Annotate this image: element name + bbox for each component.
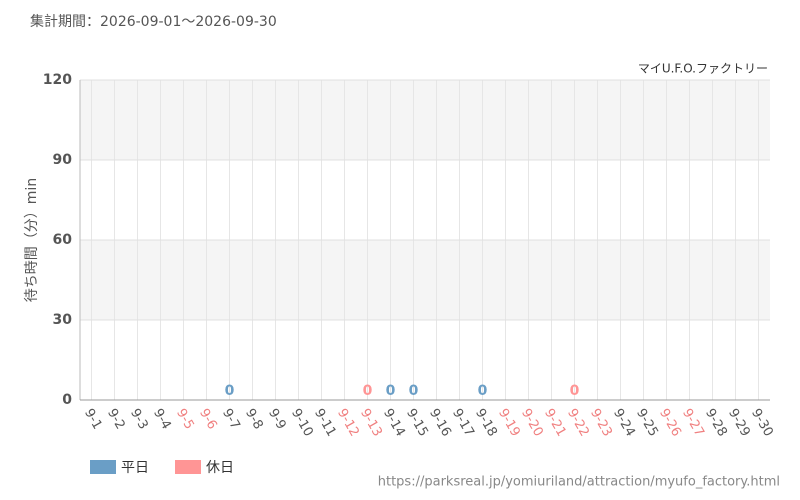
y-tick-label: 60: [53, 232, 73, 248]
data-label: 0: [386, 383, 396, 399]
x-tick-label: 9-17: [449, 406, 477, 439]
x-tick-label: 9-29: [725, 406, 753, 439]
legend-label: 休日: [206, 460, 234, 476]
y-tick-label: 0: [62, 392, 72, 408]
x-tick-label: 9-26: [656, 406, 684, 439]
x-tick-label: 9-2: [104, 406, 128, 432]
legend-label: 平日: [121, 460, 149, 476]
x-tick-label: 9-12: [334, 406, 362, 439]
x-tick-label: 9-13: [357, 406, 385, 439]
x-tick-label: 9-9: [265, 406, 289, 432]
y-tick-label: 90: [53, 152, 73, 168]
legend-swatch: [90, 460, 116, 474]
data-label: 0: [478, 383, 488, 399]
x-tick-label: 9-14: [380, 406, 408, 439]
x-tick-label: 9-10: [288, 406, 316, 439]
x-tick-label: 9-24: [610, 406, 638, 439]
x-tick-label: 9-23: [587, 406, 615, 439]
legend-swatch: [175, 460, 201, 474]
chart-title: 集計期間：2026-09-01～2026-09-30: [30, 13, 277, 30]
y-axis-label: 待ち時間（分）min: [24, 178, 40, 302]
x-tick-label: 9-8: [242, 406, 266, 432]
x-tick-label: 9-1: [81, 406, 105, 432]
x-tick-label: 9-30: [748, 406, 776, 439]
x-tick-label: 9-15: [403, 406, 431, 439]
x-tick-label: 9-7: [219, 406, 243, 432]
x-tick-label: 9-18: [472, 406, 500, 439]
data-label: 0: [225, 383, 235, 399]
x-tick-label: 9-22: [564, 406, 592, 439]
y-tick-label: 120: [43, 72, 72, 88]
x-tick-label: 9-16: [426, 406, 454, 439]
x-tick-label: 9-5: [173, 406, 197, 432]
data-label: 0: [570, 383, 580, 399]
grid-band: [80, 240, 770, 320]
chart-subtitle: マイU.F.O.ファクトリー: [638, 62, 768, 76]
data-label: 0: [363, 383, 373, 399]
data-label: 0: [409, 383, 419, 399]
x-tick-label: 9-4: [150, 406, 174, 432]
x-tick-label: 9-11: [311, 406, 339, 439]
grid-band: [80, 80, 770, 160]
x-tick-label: 9-3: [127, 406, 151, 432]
x-tick-label: 9-19: [495, 406, 523, 439]
x-tick-label: 9-25: [633, 406, 661, 439]
x-tick-label: 9-20: [518, 406, 546, 439]
x-tick-label: 9-21: [541, 406, 569, 439]
source-url: https://parksreal.jp/yomiuriland/attract…: [378, 475, 780, 490]
y-tick-label: 30: [53, 312, 73, 328]
x-tick-label: 9-27: [679, 406, 707, 439]
x-tick-label: 9-6: [196, 406, 220, 432]
x-tick-label: 9-28: [702, 406, 730, 439]
